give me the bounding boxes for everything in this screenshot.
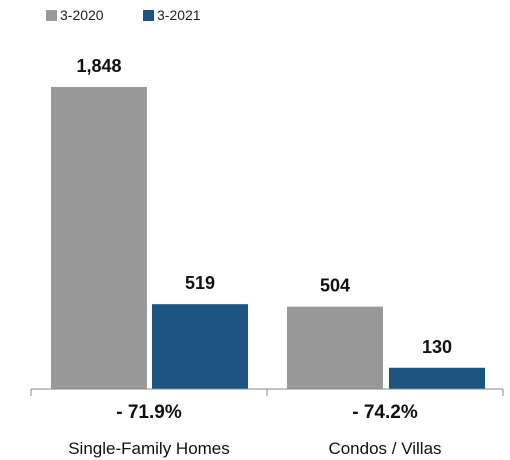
legend-swatch-3-2020 — [46, 10, 57, 21]
value-label-single-family-3-2020: 1,848 — [76, 56, 121, 76]
value-label-condos-villas-3-2020: 504 — [320, 276, 350, 296]
category-labels: Single-Family Homes Condos / Villas — [68, 439, 441, 458]
bar-condos-villas-3-2020 — [287, 306, 383, 389]
change-label-single-family: - 71.9% — [116, 402, 182, 423]
category-label-condos-villas: Condos / Villas — [328, 439, 441, 458]
legend-label-3-2020: 3-2020 — [60, 7, 104, 23]
category-label-single-family: Single-Family Homes — [68, 439, 230, 458]
bar-single-family-3-2020 — [51, 87, 147, 389]
bar-condos-villas-3-2021 — [389, 367, 485, 389]
change-label-condos-villas: - 74.2% — [352, 402, 418, 423]
bar-single-family-3-2021 — [152, 304, 248, 389]
legend-swatch-3-2021 — [143, 10, 154, 21]
bars — [51, 87, 485, 389]
change-labels: - 71.9% - 74.2% — [116, 402, 418, 423]
value-label-condos-villas-3-2021: 130 — [422, 337, 452, 357]
legend-label-3-2021: 3-2021 — [157, 7, 201, 23]
value-labels: 1,848 519 504 130 — [76, 56, 452, 357]
value-label-single-family-3-2021: 519 — [185, 273, 215, 293]
legend: 3-2020 3-2021 — [46, 7, 201, 23]
x-axis — [30, 388, 504, 396]
